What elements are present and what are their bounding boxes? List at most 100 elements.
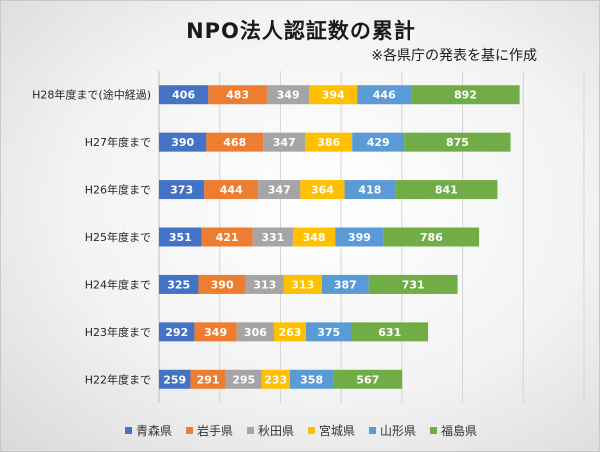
data-label: 446: [373, 89, 396, 102]
legend-swatch: [430, 427, 438, 434]
bar-segment: [206, 132, 264, 152]
category-label: H25年度まで: [85, 230, 151, 244]
data-label: 892: [454, 89, 477, 102]
data-label: 263: [278, 326, 301, 339]
data-label: 875: [446, 136, 469, 149]
data-label: 313: [291, 278, 314, 291]
data-label: 387: [334, 278, 357, 291]
bar-segment: [368, 274, 458, 294]
data-label: 390: [211, 278, 234, 291]
bar-segment: [357, 85, 412, 105]
category-label: H23年度まで: [85, 325, 151, 339]
data-label: 358: [300, 373, 323, 386]
bar-segment: [321, 274, 369, 294]
data-label: 325: [167, 278, 190, 291]
legend-item: 岩手県: [185, 422, 233, 439]
data-label: 259: [163, 373, 186, 386]
data-label: 347: [268, 184, 291, 197]
data-label: 295: [232, 373, 255, 386]
legend-item: 秋田県: [246, 422, 294, 439]
bar-segment: [261, 369, 290, 389]
bar-segment: [305, 322, 352, 342]
bar-segment: [159, 132, 207, 152]
data-label: 364: [311, 184, 334, 197]
data-label: 347: [273, 136, 296, 149]
bar-segment: [404, 132, 511, 152]
bar-segment: [190, 369, 226, 389]
category-label: H22年度まで: [85, 372, 151, 386]
data-label: 351: [169, 231, 192, 244]
bar-segment: [159, 85, 209, 105]
data-label: 386: [317, 136, 340, 149]
legend-swatch: [246, 427, 254, 434]
bar-segment: [159, 180, 205, 200]
bar-segment: [289, 369, 334, 389]
bar-segment: [258, 180, 301, 200]
data-label: 375: [317, 326, 340, 339]
bar-segment: [236, 322, 274, 342]
bar-segment: [263, 132, 306, 152]
chart-legend: 青森県 岩手県 秋田県 宮城県 山形県 福島県: [1, 422, 600, 439]
bar-segment: [204, 180, 259, 200]
chart-subtitle: ※各県庁の発表を基に作成: [371, 48, 537, 64]
data-label: 348: [303, 231, 326, 244]
bar-segment: [283, 274, 322, 294]
legend-item: 宮城県: [308, 422, 355, 439]
bar-segment: [383, 227, 480, 247]
data-label: 292: [165, 326, 188, 339]
legend-swatch: [308, 427, 315, 434]
legend-item: 青森県: [124, 422, 172, 439]
data-label: 349: [277, 89, 300, 102]
data-label: 349: [204, 326, 227, 339]
legend-label: 宮城県: [319, 424, 356, 438]
category-label: H27年度まで: [85, 135, 151, 149]
data-label: 406: [172, 89, 195, 102]
legend-swatch: [185, 427, 193, 434]
data-label: 468: [223, 136, 246, 149]
data-label: 399: [348, 231, 371, 244]
bar-segment: [292, 227, 336, 247]
bar-segment: [351, 322, 429, 342]
data-label: 291: [197, 373, 220, 386]
bar-segment: [208, 85, 267, 105]
category-label: H28年度まで(途中経過): [32, 88, 151, 102]
bar-segment: [344, 180, 396, 200]
legend-item: 山形県: [369, 422, 416, 439]
bar-segment: [266, 85, 310, 105]
legend-label: 岩手県: [196, 424, 233, 438]
data-label: 841: [435, 184, 458, 197]
legend-label: 秋田県: [257, 424, 294, 438]
legend-label: 山形県: [380, 424, 417, 438]
data-label: 444: [220, 184, 243, 197]
data-label: 306: [244, 326, 267, 339]
data-label: 421: [216, 231, 239, 244]
data-label: 567: [356, 373, 379, 386]
bar-segment: [252, 227, 293, 247]
bar-segment: [305, 132, 353, 152]
bar-segment: [201, 227, 253, 247]
data-label: 418: [358, 184, 381, 197]
legend-swatch: [124, 427, 132, 434]
bar-segment: [159, 322, 195, 342]
bar-segment: [159, 274, 199, 294]
bar-segment: [225, 369, 262, 389]
bar-segment: [300, 180, 345, 200]
bar-segment: [159, 227, 202, 247]
bar-segment: [245, 274, 284, 294]
data-label: 233: [264, 373, 287, 386]
bar-segment: [273, 322, 306, 342]
bar-segment: [198, 274, 246, 294]
data-label: 390: [171, 136, 194, 149]
data-label: 429: [367, 136, 390, 149]
bar-segment: [194, 322, 237, 342]
category-label: H26年度まで: [85, 183, 151, 197]
data-label: 483: [226, 89, 249, 102]
data-label: 331: [261, 231, 284, 244]
bar-segment: [333, 369, 403, 389]
legend-label: 福島県: [441, 424, 478, 438]
bar-segment: [395, 180, 498, 200]
legend-swatch: [369, 427, 377, 434]
data-label: 313: [253, 278, 276, 291]
